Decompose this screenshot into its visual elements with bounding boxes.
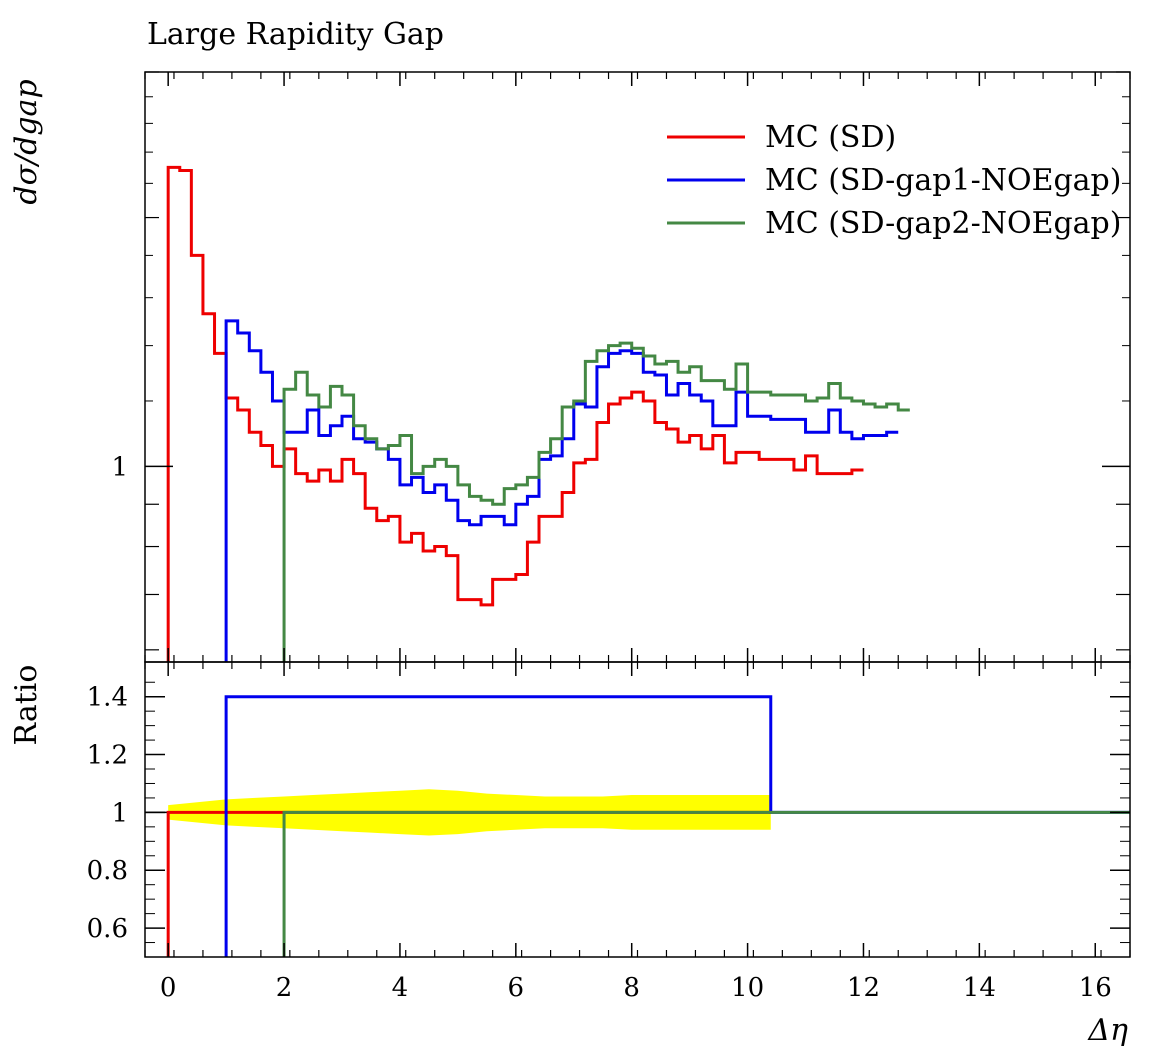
x-tick-label: 10 [731,973,764,1003]
ticks-layer: 0 2 4 6 8 10 12 14 16 1 0.6 0.8 1 1.2 1.4 [87,71,1131,1003]
x-tick-label: 6 [508,973,525,1003]
ratio-line-sd [166,810,771,957]
main-plot-frame [144,71,1131,663]
ratio-layer [145,695,1130,957]
ratio-axis-label: Ratio [9,665,44,746]
x-tick-label: 14 [963,973,996,1003]
x-tick-label: 2 [276,973,293,1003]
ratio-y-tick-label: 1 [111,798,128,828]
x-tick-label: 12 [847,973,880,1003]
ratio-y-tick-label: 1.2 [87,741,128,771]
ratio-line-2 [282,810,1130,957]
ratio-y-tick-label: 1.4 [87,683,128,713]
y-axis-label: dσ/dgap [9,79,44,204]
x-tick-label: 4 [392,973,409,1003]
legend-label: MC (SD-gap2-NOEgap) [765,206,1121,241]
legend-label: MC (SD) [765,120,896,155]
chart-title: Large Rapidity Gap [147,17,444,52]
ratio-y-tick-label: 0.6 [87,914,128,944]
series-layer [166,165,910,662]
main-y-tick-label: 1 [111,452,128,482]
x-axis-label: Δη [1087,1013,1128,1048]
x-tick-label: 16 [1079,973,1112,1003]
x-tick-label: 0 [160,973,177,1003]
series-line-1 [166,165,864,662]
ratio-y-tick-label: 0.8 [87,856,128,886]
legend-label: MC (SD-gap1-NOEgap) [765,163,1121,198]
series-line-3 [282,341,910,662]
series-line-2 [224,319,899,662]
x-tick-label: 8 [623,973,640,1003]
legend: MC (SD) MC (SD-gap1-NOEgap) MC (SD-gap2-NO… [667,120,1121,241]
